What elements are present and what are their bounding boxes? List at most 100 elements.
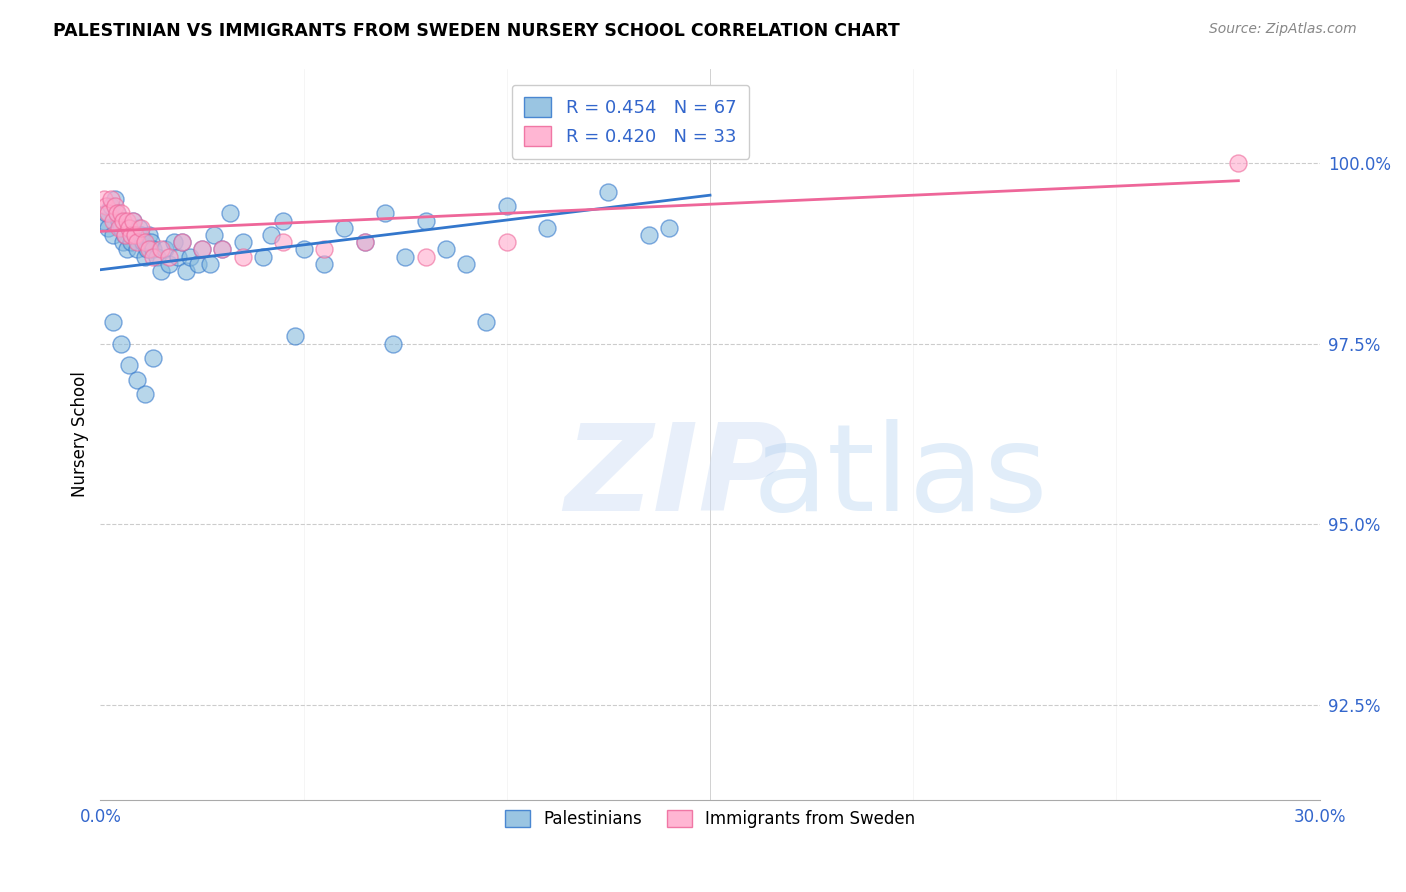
- Point: [125, 373, 148, 387]
- Point: [353, 235, 375, 250]
- Point: [232, 250, 254, 264]
- Point: [170, 235, 193, 250]
- Point: [105, 206, 128, 220]
- Point: [110, 206, 132, 220]
- Point: [211, 243, 233, 257]
- Point: [129, 227, 152, 242]
- Point: [475, 315, 498, 329]
- Point: [232, 235, 254, 250]
- Point: [103, 192, 125, 206]
- Point: [110, 336, 132, 351]
- Point: [374, 206, 396, 220]
- Point: [162, 235, 184, 250]
- Point: [658, 220, 681, 235]
- Point: [142, 250, 165, 264]
- Point: [292, 243, 315, 257]
- Point: [121, 213, 143, 227]
- Point: [134, 387, 156, 401]
- Point: [125, 235, 148, 250]
- Point: [394, 250, 416, 264]
- Point: [1227, 155, 1250, 169]
- Point: [142, 351, 165, 365]
- Point: [100, 199, 122, 213]
- Point: [260, 227, 283, 242]
- Point: [166, 250, 188, 264]
- Point: [495, 199, 517, 213]
- Legend: Palestinians, Immigrants from Sweden: Palestinians, Immigrants from Sweden: [498, 804, 922, 835]
- Point: [415, 213, 437, 227]
- Point: [155, 243, 177, 257]
- Point: [129, 220, 152, 235]
- Point: [198, 257, 221, 271]
- Point: [93, 192, 115, 206]
- Point: [150, 243, 173, 257]
- Point: [105, 206, 128, 220]
- Point: [159, 257, 181, 271]
- Point: [333, 220, 356, 235]
- Y-axis label: Nursery School: Nursery School: [72, 371, 89, 497]
- Point: [115, 213, 138, 227]
- Point: [456, 257, 478, 271]
- Point: [118, 358, 141, 372]
- Point: [146, 250, 169, 264]
- Point: [114, 227, 136, 242]
- Point: [103, 199, 125, 213]
- Point: [271, 235, 294, 250]
- Point: [111, 213, 134, 227]
- Point: [536, 220, 558, 235]
- Point: [159, 250, 181, 264]
- Point: [219, 206, 242, 220]
- Text: Source: ZipAtlas.com: Source: ZipAtlas.com: [1209, 22, 1357, 37]
- Text: atlas: atlas: [752, 419, 1049, 536]
- Point: [118, 220, 141, 235]
- Point: [271, 213, 294, 227]
- Point: [101, 213, 124, 227]
- Point: [150, 264, 173, 278]
- Point: [125, 243, 148, 257]
- Point: [120, 235, 142, 250]
- Point: [120, 227, 142, 242]
- Point: [353, 235, 375, 250]
- Point: [124, 227, 146, 242]
- Point: [312, 257, 335, 271]
- Point: [382, 336, 405, 351]
- Point: [134, 250, 156, 264]
- Point: [111, 235, 134, 250]
- Point: [495, 235, 517, 250]
- Point: [202, 227, 225, 242]
- Point: [100, 192, 122, 206]
- Point: [598, 185, 620, 199]
- Point: [312, 243, 335, 257]
- Point: [128, 220, 150, 235]
- Point: [101, 315, 124, 329]
- Point: [638, 227, 661, 242]
- Point: [96, 199, 118, 213]
- Point: [101, 227, 124, 242]
- Point: [138, 243, 160, 257]
- Point: [107, 220, 129, 235]
- Point: [191, 243, 214, 257]
- Point: [97, 220, 120, 235]
- Point: [187, 257, 209, 271]
- Point: [110, 220, 132, 235]
- Point: [96, 206, 118, 220]
- Point: [114, 227, 136, 242]
- Point: [434, 243, 457, 257]
- Point: [284, 329, 307, 343]
- Point: [138, 227, 160, 242]
- Point: [121, 213, 143, 227]
- Point: [415, 250, 437, 264]
- Point: [252, 250, 274, 264]
- Point: [118, 220, 141, 235]
- Point: [124, 227, 146, 242]
- Point: [211, 243, 233, 257]
- Point: [174, 264, 197, 278]
- Point: [134, 235, 156, 250]
- Point: [141, 235, 163, 250]
- Point: [107, 213, 129, 227]
- Point: [142, 243, 165, 257]
- Point: [93, 213, 115, 227]
- Point: [115, 243, 138, 257]
- Point: [179, 250, 201, 264]
- Text: ZIP: ZIP: [564, 419, 787, 536]
